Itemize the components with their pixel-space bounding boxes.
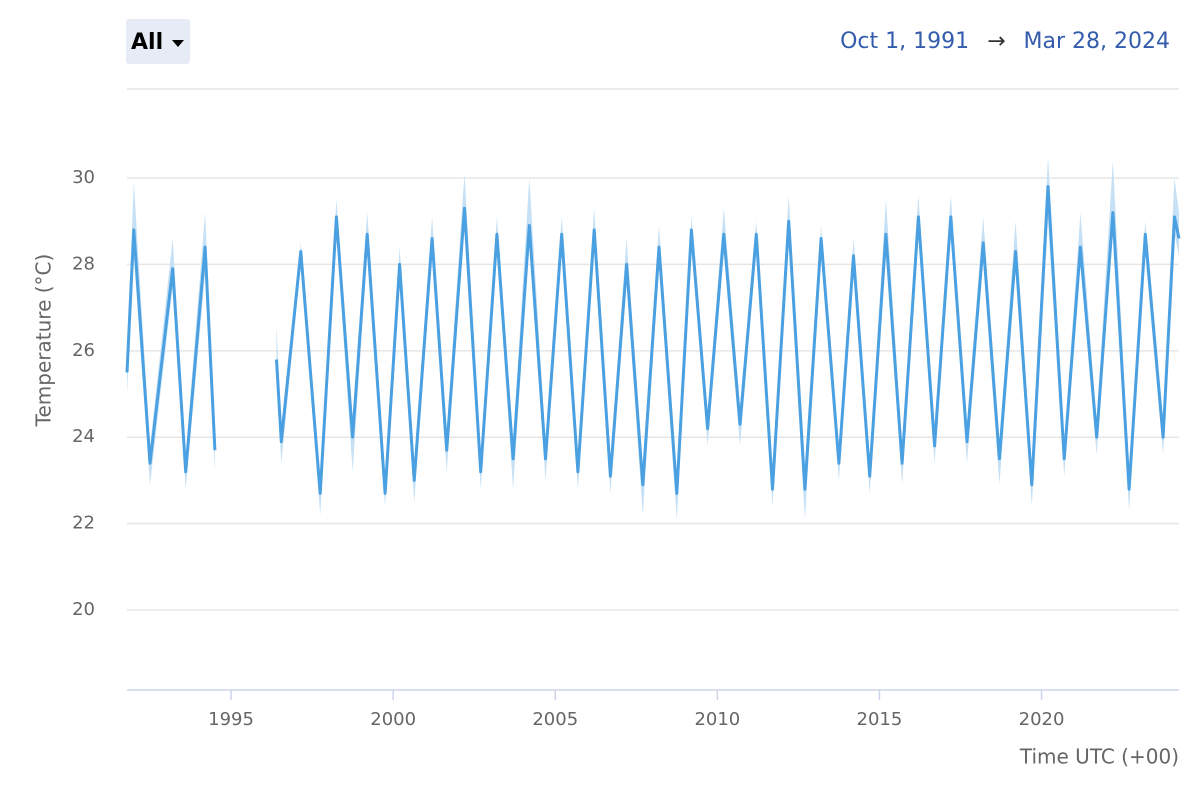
- x-tick-label: 2010: [694, 709, 740, 730]
- range-start[interactable]: Oct 1, 1991: [840, 29, 969, 54]
- y-tick-label: 28: [72, 253, 95, 274]
- x-axis-title: Time UTC (+00): [1019, 745, 1179, 769]
- period-button[interactable]: [126, 19, 190, 64]
- range-separator: →: [987, 29, 1005, 54]
- y-tick-label: 26: [72, 340, 95, 361]
- y-axis-title: Temperature (°C): [32, 254, 56, 428]
- temperature-line: [125, 185, 1181, 495]
- grid: [127, 177, 1179, 611]
- range-end[interactable]: Mar 28, 2024: [1024, 29, 1170, 54]
- y-tick-label: 22: [72, 513, 95, 534]
- x-tick-label: 2015: [857, 709, 903, 730]
- x-tick-label: 2000: [370, 709, 416, 730]
- x-tick-label: 2020: [1019, 709, 1065, 730]
- date-range[interactable]: Oct 1, 1991 → Mar 28, 2024: [840, 29, 1170, 54]
- y-tick-label: 24: [72, 426, 95, 447]
- dropdown-arrow[interactable]: [172, 40, 184, 47]
- period-selector[interactable]: All: [126, 19, 190, 64]
- x-tick-label: 2005: [532, 709, 578, 730]
- plot-area: [125, 156, 1181, 520]
- y-tick-label: 30: [72, 167, 95, 188]
- x-tick-label: 1995: [208, 709, 254, 730]
- period-label[interactable]: All: [131, 30, 163, 55]
- y-tick-label: 20: [72, 599, 95, 620]
